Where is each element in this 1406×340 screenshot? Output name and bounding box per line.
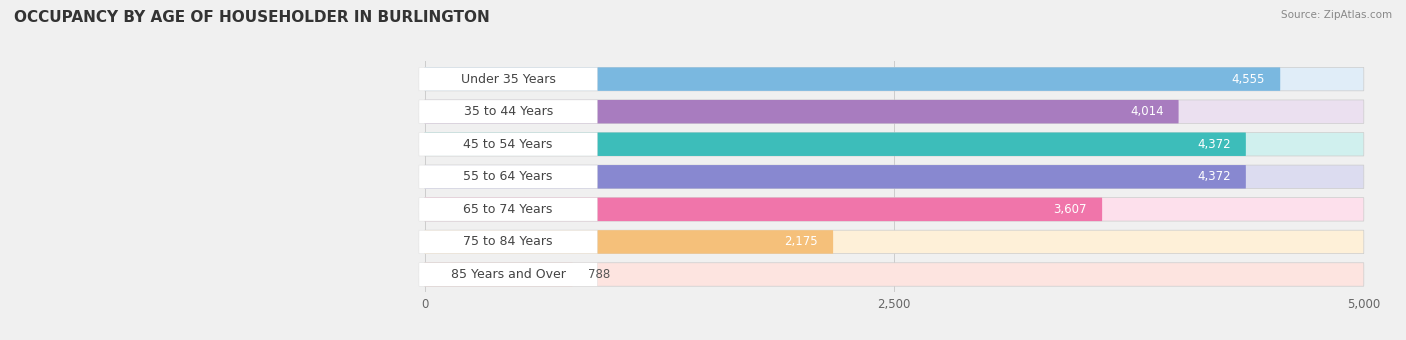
FancyBboxPatch shape [425, 165, 1246, 188]
Text: 45 to 54 Years: 45 to 54 Years [464, 138, 553, 151]
FancyBboxPatch shape [425, 100, 1364, 123]
Text: 2,175: 2,175 [785, 235, 818, 249]
FancyBboxPatch shape [419, 67, 598, 91]
FancyBboxPatch shape [419, 263, 598, 286]
Text: 55 to 64 Years: 55 to 64 Years [464, 170, 553, 183]
Text: 65 to 74 Years: 65 to 74 Years [464, 203, 553, 216]
FancyBboxPatch shape [425, 198, 1102, 221]
FancyBboxPatch shape [425, 133, 1246, 156]
FancyBboxPatch shape [425, 230, 834, 254]
Text: Source: ZipAtlas.com: Source: ZipAtlas.com [1281, 10, 1392, 20]
FancyBboxPatch shape [419, 133, 598, 156]
FancyBboxPatch shape [419, 198, 598, 221]
Text: 75 to 84 Years: 75 to 84 Years [464, 235, 553, 249]
FancyBboxPatch shape [425, 230, 1364, 254]
Text: 4,555: 4,555 [1232, 73, 1265, 86]
FancyBboxPatch shape [425, 263, 572, 286]
Text: 4,372: 4,372 [1197, 170, 1230, 183]
Text: 788: 788 [588, 268, 610, 281]
Text: OCCUPANCY BY AGE OF HOUSEHOLDER IN BURLINGTON: OCCUPANCY BY AGE OF HOUSEHOLDER IN BURLI… [14, 10, 489, 25]
FancyBboxPatch shape [425, 263, 1364, 286]
FancyBboxPatch shape [425, 67, 1364, 91]
FancyBboxPatch shape [425, 67, 1281, 91]
FancyBboxPatch shape [425, 198, 1364, 221]
FancyBboxPatch shape [419, 230, 598, 254]
Text: 4,372: 4,372 [1197, 138, 1230, 151]
FancyBboxPatch shape [419, 165, 598, 188]
FancyBboxPatch shape [425, 133, 1364, 156]
FancyBboxPatch shape [425, 100, 1178, 123]
Text: Under 35 Years: Under 35 Years [461, 73, 555, 86]
Text: 3,607: 3,607 [1053, 203, 1087, 216]
FancyBboxPatch shape [419, 100, 598, 123]
Text: 4,014: 4,014 [1130, 105, 1164, 118]
Text: 35 to 44 Years: 35 to 44 Years [464, 105, 553, 118]
FancyBboxPatch shape [425, 165, 1364, 188]
Text: 85 Years and Over: 85 Years and Over [451, 268, 565, 281]
